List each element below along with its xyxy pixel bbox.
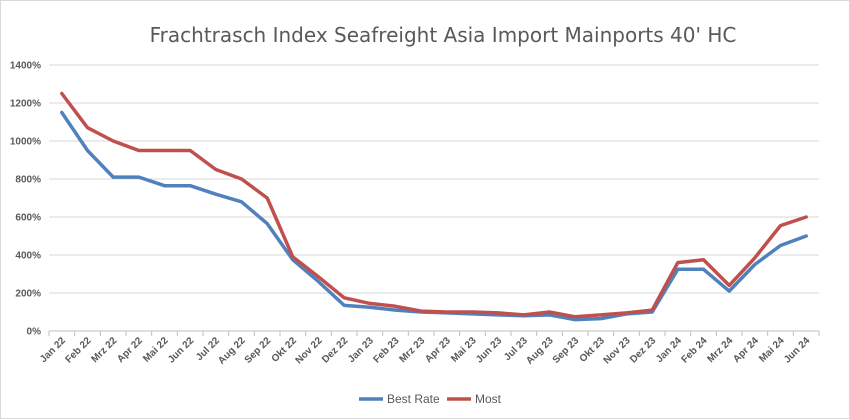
series-lines [60, 91, 808, 322]
y-tick-label: 600% [15, 213, 41, 224]
x-tick-label: Jan 24 [654, 335, 684, 365]
x-tick-label: Aug 23 [524, 335, 556, 367]
x-tick-label: Mrz 23 [398, 335, 428, 365]
x-tick-label: Nov 22 [294, 335, 325, 366]
x-tick-label: Jan 22 [38, 335, 68, 365]
x-tick-label: Apr 22 [115, 335, 145, 365]
legend-label: Best Rate [387, 392, 440, 406]
x-tick-label: Apr 23 [423, 335, 453, 365]
y-tick-label: 200% [15, 289, 41, 300]
y-tick-label: 800% [15, 175, 41, 186]
x-tick-label: Sep 22 [243, 335, 274, 366]
x-tick-label: Jan 23 [346, 335, 376, 365]
x-tick-label: Mrz 24 [706, 335, 736, 365]
x-tick-label: Feb 23 [371, 335, 401, 365]
x-tick-label: Dez 23 [628, 335, 658, 365]
x-tick-label: Feb 22 [63, 335, 93, 365]
x-tick-label: Mai 24 [757, 335, 787, 365]
series-line-most [60, 91, 808, 319]
x-tick-label: Feb 24 [679, 335, 709, 365]
x-tick-label: Jun 24 [782, 335, 812, 365]
y-axis: 0% 200% 400% 600% 800% 1000% 1200% 1400% [10, 61, 41, 338]
x-tick-label: Sep 23 [551, 335, 582, 366]
legend-label: Most [475, 392, 502, 406]
x-tick-label: Jun 22 [166, 335, 196, 365]
x-tick-label: Apr 24 [731, 335, 761, 365]
y-tick-label: 1000% [10, 137, 41, 148]
x-tick-label: Jun 23 [474, 335, 504, 365]
y-tick-label: 0% [27, 327, 42, 338]
chart-title: Frachtrasch Index Seafreight Asia Import… [150, 23, 737, 47]
x-tick-label: Aug 22 [216, 335, 248, 367]
y-tick-label: 1200% [10, 99, 41, 110]
x-tick-label: Dez 22 [320, 335, 350, 365]
y-tick-label: 400% [15, 251, 41, 262]
x-tick-label: Nov 23 [602, 335, 633, 366]
x-tick-label: Mrz 22 [90, 335, 120, 365]
y-tick-label: 1400% [10, 61, 41, 72]
series-line-best-rate [60, 110, 808, 322]
x-tick-label: Mai 23 [449, 335, 479, 365]
x-tick-label: Mai 22 [141, 335, 171, 365]
gridlines [49, 64, 819, 332]
legend: Best Rate Most [359, 392, 502, 406]
